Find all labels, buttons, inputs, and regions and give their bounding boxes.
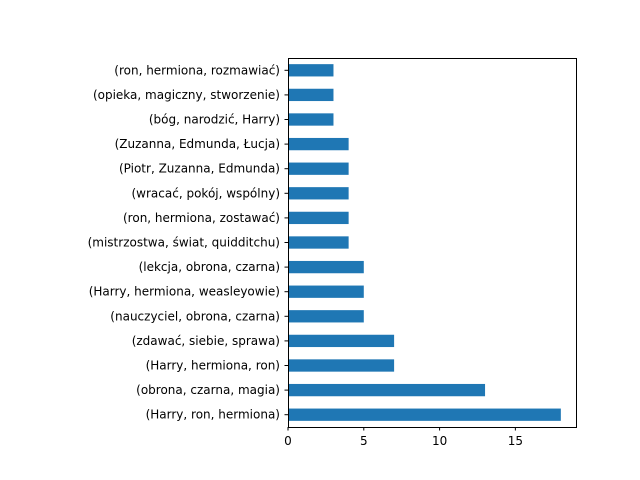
- plot-frame: [288, 58, 577, 428]
- y-tick-label: (Zuzanna, Edmunda, Łucja): [115, 137, 280, 151]
- bar: [288, 383, 486, 397]
- y-tick-label: (nauczyciel, obrona, czarna): [110, 309, 280, 323]
- bar: [288, 285, 364, 298]
- x-tick-label: 5: [360, 434, 368, 448]
- bar: [288, 359, 395, 372]
- x-tick-label: 15: [508, 434, 523, 448]
- bar: [288, 236, 349, 249]
- bar: [288, 260, 364, 274]
- x-tick-label: 0: [284, 434, 292, 448]
- bar: [288, 334, 395, 348]
- bars-group: [288, 64, 561, 421]
- y-tick-label: (obrona, czarna, magia): [136, 383, 280, 397]
- bar: [288, 408, 561, 421]
- y-tick-label: (Harry, ron, hermiona): [146, 408, 280, 422]
- y-axis-ticks: (Harry, ron, hermiona) (obrona, czarna, m…: [88, 63, 288, 422]
- y-tick-label: (opieka, magiczny, stworzenie): [93, 88, 280, 102]
- y-tick-label: (Harry, hermiona, weasleyowie): [89, 285, 280, 299]
- y-tick-label: (Harry, hermiona, ron): [146, 359, 280, 373]
- bar: [288, 211, 349, 225]
- bar: [288, 187, 349, 200]
- y-tick-label: (zdawać, siebie, sprawa): [132, 334, 280, 348]
- bar: [288, 64, 334, 77]
- y-tick-label: (wracać, pokój, wspólny): [132, 186, 281, 200]
- y-tick-label: (Piotr, Zuzanna, Edmunda): [119, 162, 280, 176]
- x-axis-ticks: 0 5 10 15: [284, 427, 523, 448]
- y-tick-label: (lekcja, obrona, czarna): [139, 260, 280, 274]
- bar: [288, 113, 334, 126]
- bar: [288, 310, 364, 323]
- x-tick-label: 10: [432, 434, 447, 448]
- bar: [288, 88, 334, 102]
- y-tick-label: (ron, hermiona, rozmawiać): [114, 63, 280, 77]
- y-tick-label: (mistrzostwa, świat, quidditchu): [88, 236, 280, 250]
- y-tick-label: (ron, hermiona, zostawać): [123, 211, 280, 225]
- bar: [288, 162, 349, 175]
- y-tick-label: (bóg, narodzić, Harry): [149, 113, 280, 127]
- bar: [288, 137, 349, 151]
